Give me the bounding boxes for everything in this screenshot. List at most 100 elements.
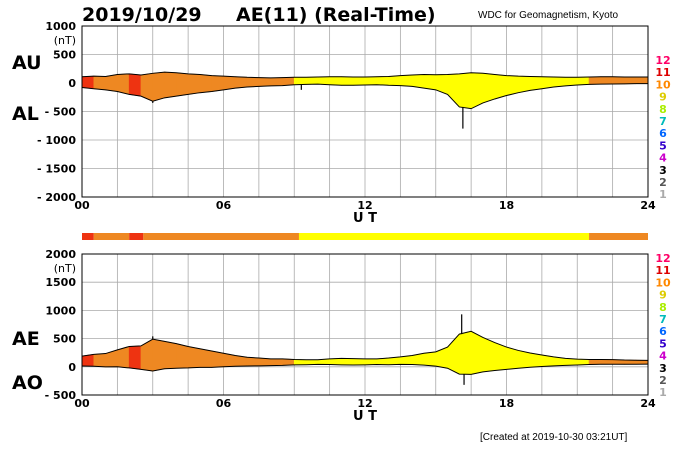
area-segment [246,76,260,88]
x-tick-label: 18 [499,397,514,410]
y-tick-label: 500 [53,49,76,62]
area-segment [187,346,201,369]
area-segment [329,76,342,86]
area-segment [246,356,260,367]
area-segment [293,77,307,86]
x-tick-label: 06 [216,397,232,410]
y-tick-label: 1500 [45,276,76,289]
x-tick-label: 24 [640,397,656,410]
area-segment [517,75,531,94]
area-segment [234,76,248,89]
activity-segment [298,233,590,240]
y-tick-label: 0 [68,361,76,374]
area-segment [140,338,154,372]
area-segment [93,75,106,91]
area-segment [411,74,425,89]
activity-level-10: 10 [655,78,671,91]
area-segment [588,76,602,85]
area-segment [470,330,484,375]
activity-segment [589,233,648,240]
ao-series-line [81,363,649,375]
area-segment [494,74,507,100]
x-tick-label: 12 [357,199,372,212]
area-segment [117,73,130,95]
area-segment [506,75,519,96]
activity-level-11: 11 [655,264,670,277]
x-tick-label: 12 [357,397,372,410]
source-label: WDC for Geomagnetism, Kyoto [478,10,619,21]
date-label: 2019/10/29 [82,4,202,26]
area-segment [352,76,366,86]
activity-level-8: 8 [659,103,667,116]
x-tick-label: 06 [216,199,232,212]
x-tick-label: 24 [640,199,656,212]
au-label: AU [12,52,42,74]
x-axis-label: U T [353,211,377,226]
ao-label: AO [12,372,43,394]
activity-level-2: 2 [659,176,667,189]
plot-frame [81,25,649,198]
plot-frame [81,253,649,396]
area-segment [176,343,189,369]
activity-level-4: 4 [659,350,667,363]
area-segment [341,76,354,86]
activity-level-10: 10 [655,276,671,289]
area-segment [211,75,224,92]
area-segment [270,358,283,366]
area-segment [482,337,496,373]
activity-level-7: 7 [659,115,667,128]
activity-level-1: 1 [659,188,667,201]
x-tick-label: 18 [499,199,514,212]
au-series-line [81,71,648,79]
activity-segment [143,233,299,240]
area-segment [282,76,295,86]
area-segment [565,77,578,87]
area-segment [93,353,106,368]
activity-level-12: 12 [655,252,670,265]
area-segment [435,74,448,95]
area-segment [435,346,448,369]
y-tick-label: - 1000 [37,134,76,147]
activity-color-bar [82,233,648,240]
area-segment [305,76,319,85]
area-segment [459,72,472,109]
area-segment [459,330,472,375]
y-tick-label: 1000 [45,20,76,33]
area-segment [635,359,649,365]
area-segment [81,75,95,90]
area-segment [600,76,613,85]
area-segment [176,72,189,97]
ae-ao-panel: 2000 1500 1000 500 0 - 500 (nT) 00 06 12 18 24 U T [45,248,656,424]
area-segment [423,351,437,367]
activity-level-5: 5 [659,139,667,152]
x-tick-label: 00 [74,199,90,212]
au-al-panel: 1000 500 0 - 500 - 1000 - 1500 - 2000 (nT) 00 06 1… [37,20,656,226]
area-segment [612,76,625,85]
activity-level-3: 3 [659,164,667,177]
al-series-line [81,83,649,110]
unit-label: (nT) [54,262,76,275]
y-tick-label: 2000 [45,248,76,261]
area-segment [447,73,460,108]
activity-level-3: 3 [659,362,667,375]
activity-segment [82,233,94,240]
y-tick-label: 1000 [45,304,76,317]
area-segment [105,74,118,92]
al-label: AL [12,103,39,125]
area-segment [199,348,213,368]
activity-level-4: 4 [659,152,667,165]
y-tick-label: 500 [53,333,76,346]
area-segment [317,76,330,86]
activity-level-5: 5 [659,337,667,350]
area-segment [423,74,437,91]
activity-level-11: 11 [655,66,670,79]
area-segment [482,72,496,104]
activity-level-9: 9 [659,91,667,104]
x-axis-label: U T [353,409,377,424]
area-segment [624,76,637,85]
area-segment [211,350,224,368]
area-segment [223,75,236,91]
area-segment [105,349,118,368]
activity-segment [129,233,144,240]
